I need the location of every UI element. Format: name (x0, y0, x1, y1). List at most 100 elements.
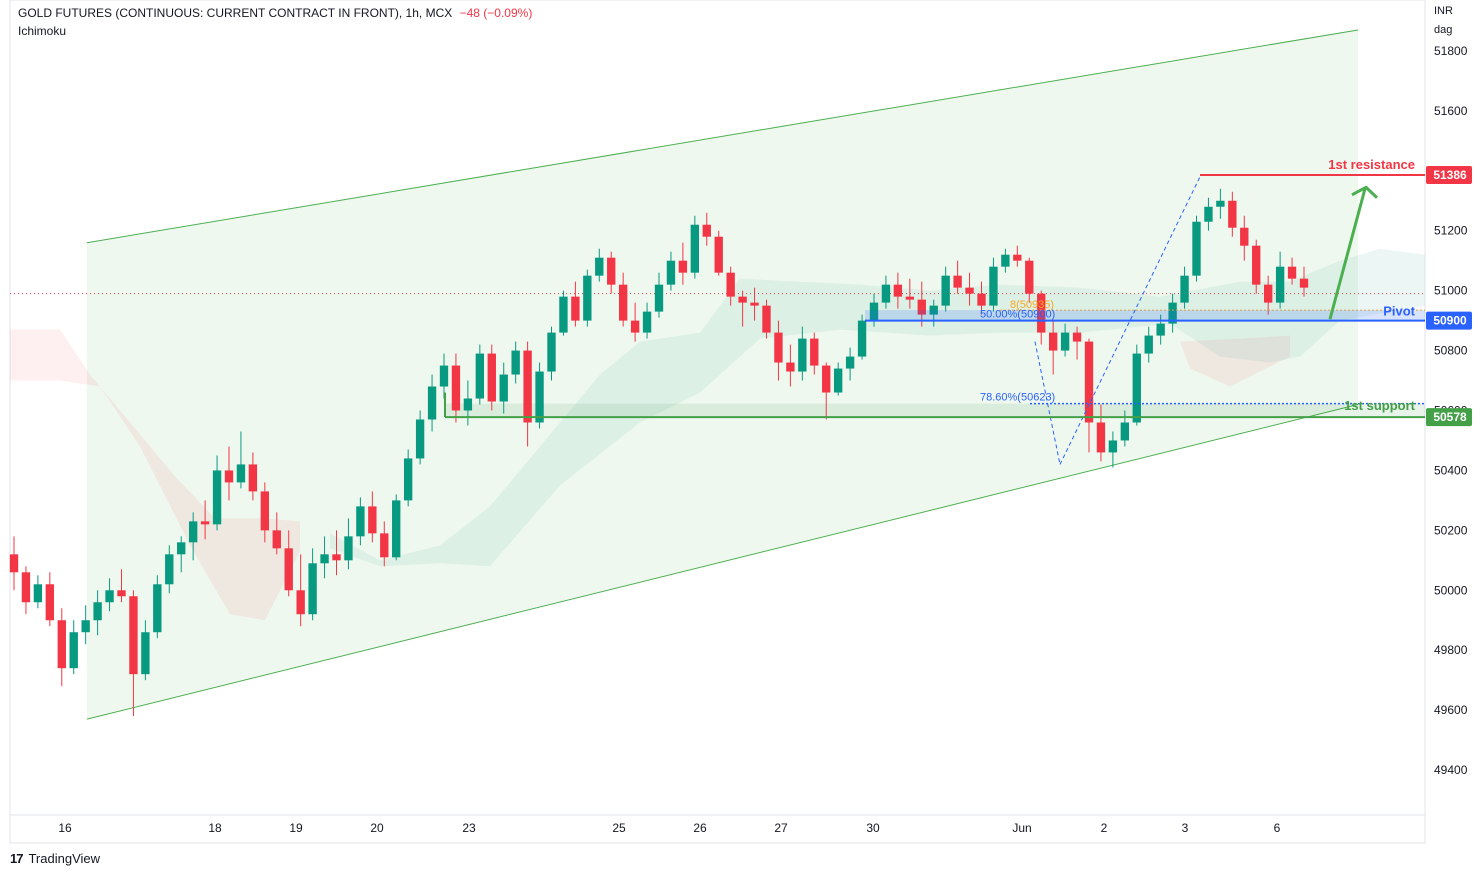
candle-body (678, 260, 688, 273)
candle (81, 605, 90, 645)
candle (332, 530, 341, 576)
candle-body (726, 272, 735, 297)
candle (415, 410, 425, 465)
candle-body (9, 554, 19, 573)
candle (177, 536, 186, 573)
time-tick-label: 6 (1274, 821, 1281, 835)
candle (583, 269, 592, 327)
candle-body (595, 257, 604, 276)
candle (9, 536, 19, 591)
candle-body (439, 365, 449, 387)
candle (833, 362, 843, 396)
candle-body (177, 542, 186, 555)
candle-body (702, 224, 711, 237)
time-tick-label: 3 (1182, 821, 1189, 835)
candle-body (499, 374, 508, 402)
pivot-badge (1426, 311, 1472, 330)
candle-body (618, 284, 628, 321)
time-tick-label: 16 (58, 821, 72, 835)
candle-body (368, 506, 377, 534)
candle (714, 230, 723, 276)
channel-fill (87, 29, 1358, 720)
candle-body (1192, 221, 1201, 276)
candle (822, 362, 831, 420)
candle (738, 290, 747, 327)
indicator-label[interactable]: Ichimoku (18, 24, 67, 38)
candle-body (630, 320, 640, 333)
candle-body (905, 296, 915, 300)
brand-label: TradingView (28, 851, 101, 866)
price-tick-label: 50200 (1434, 523, 1468, 537)
candle-body (308, 563, 317, 615)
channel-upper-line (86, 29, 1359, 244)
candle-body (1108, 440, 1118, 453)
candle (451, 353, 461, 423)
candle (774, 320, 783, 381)
candle (1263, 275, 1273, 315)
candle-body (869, 302, 879, 321)
candle-body (511, 350, 520, 375)
pivot-label: Pivot (1383, 304, 1415, 319)
candle-body (1252, 245, 1261, 285)
price-tick-label: 50800 (1434, 344, 1468, 358)
candle-body (941, 275, 950, 306)
candle (153, 575, 162, 639)
candle (57, 608, 66, 687)
candle (1275, 251, 1285, 309)
candle (1013, 245, 1022, 267)
fib-50-label: 50.00%(50900) (980, 309, 1055, 321)
projection-arrow-line (1328, 188, 1367, 320)
unit-label: dag (1434, 24, 1453, 36)
candle-body (762, 305, 771, 333)
candle (380, 521, 389, 567)
candle-body (654, 284, 664, 312)
candle-body (857, 320, 867, 357)
candle (1287, 257, 1297, 285)
price-tick-label: 50400 (1434, 463, 1468, 477)
time-tick-label: 23 (462, 821, 476, 835)
candle (1252, 239, 1261, 294)
candle-body (81, 620, 90, 633)
candle-body (380, 533, 389, 558)
candle (630, 302, 640, 342)
time-tick-label: 18 (208, 821, 222, 835)
candle-body (881, 284, 891, 303)
candle-body (392, 500, 401, 558)
price-tick-label: 51600 (1434, 104, 1468, 118)
candle-body (296, 590, 305, 615)
time-tick-label: 27 (774, 821, 788, 835)
candle (1180, 266, 1189, 309)
candle (188, 512, 198, 561)
candle-body (642, 311, 652, 333)
candle (1060, 323, 1070, 357)
candle-body (403, 458, 413, 501)
candle (965, 272, 974, 306)
candle-body (1132, 353, 1141, 423)
candle-body (1096, 422, 1106, 453)
candle (595, 248, 604, 282)
candle (618, 272, 628, 327)
tradingview-branding[interactable]: 17 TradingView (10, 851, 100, 866)
candle-body (738, 296, 747, 303)
candle (212, 455, 222, 531)
candle-body (272, 530, 281, 549)
candle-body (989, 266, 998, 306)
candle-body (344, 536, 353, 561)
candle-body (690, 224, 700, 273)
candle (200, 500, 210, 540)
candle-body (1240, 227, 1249, 246)
candle (857, 314, 867, 360)
candle-body (559, 296, 568, 333)
candle (224, 446, 234, 501)
candle-body (607, 257, 616, 285)
candle (236, 431, 246, 489)
support-value: 50578 (1433, 410, 1467, 424)
candle (1216, 188, 1225, 219)
symbol-title[interactable]: GOLD FUTURES (CONTINUOUS: CURRENT CONTRA… (18, 6, 453, 20)
candle (248, 452, 258, 501)
candle (320, 536, 329, 579)
currency-label: INR (1434, 5, 1453, 17)
candle (941, 266, 950, 312)
